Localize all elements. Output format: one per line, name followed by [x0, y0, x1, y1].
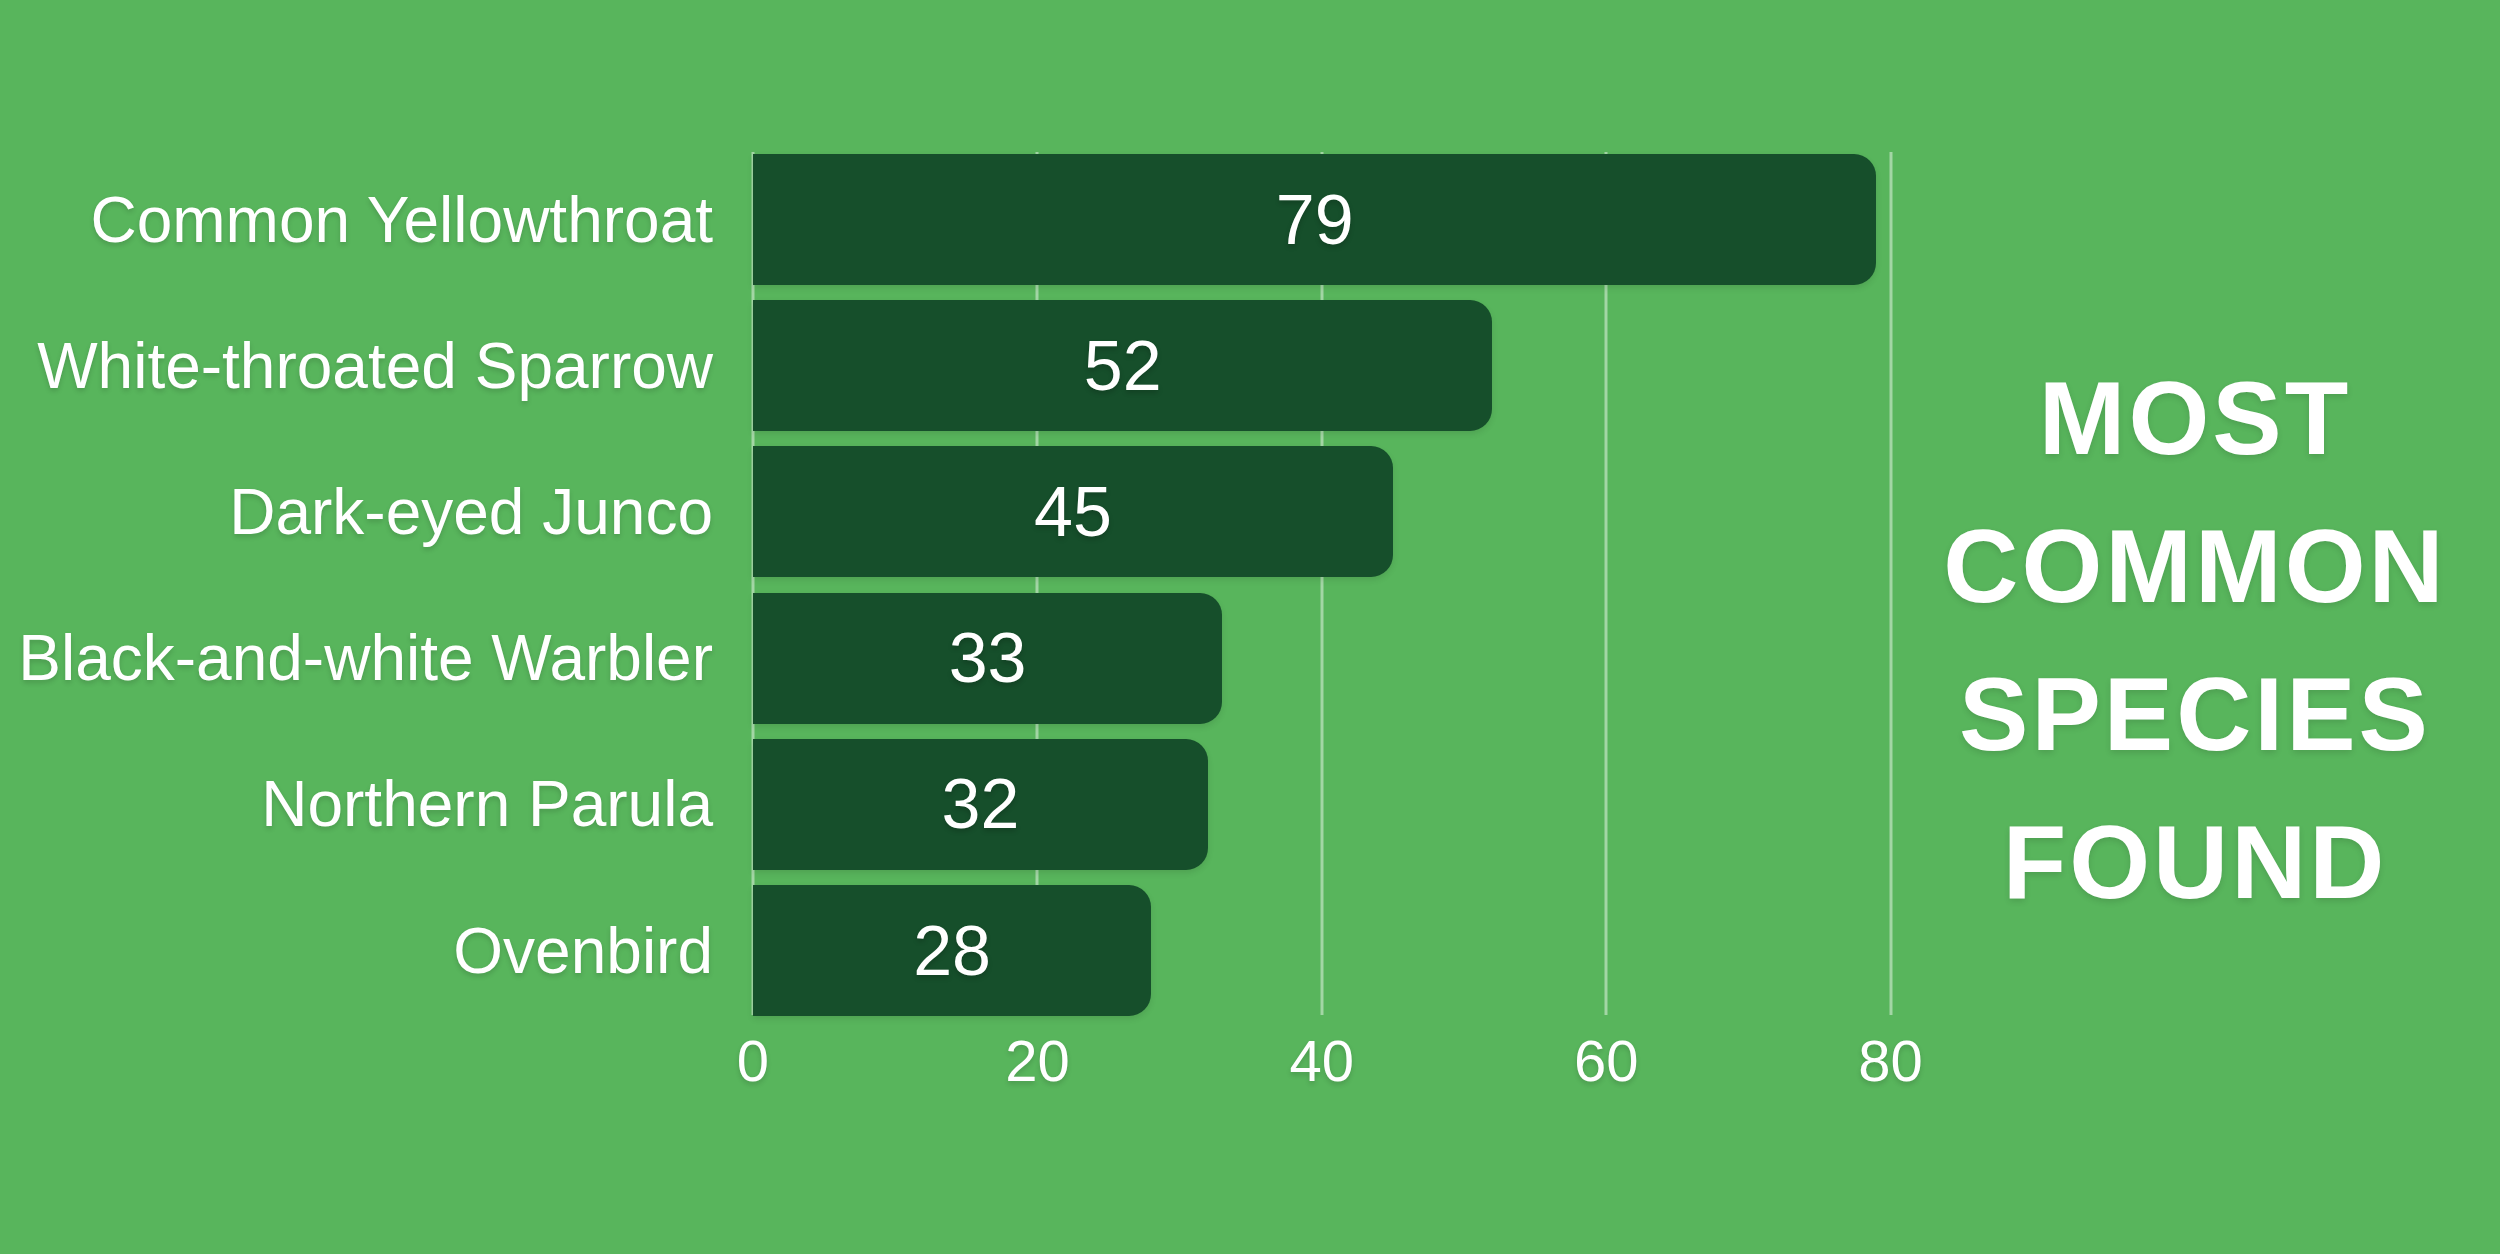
chart-title-line: COMMON — [1895, 492, 2495, 640]
bar-value-label: 32 — [942, 769, 1020, 839]
x-axis-tick-label: 20 — [1005, 1032, 1070, 1090]
bar: 33 — [753, 593, 1222, 724]
bar-row: Common Yellowthroat 79 — [0, 154, 2500, 285]
x-axis-tick-label: 40 — [1290, 1032, 1355, 1090]
bar: 28 — [753, 885, 1151, 1016]
category-label: Black-and-white Warbler — [0, 593, 713, 724]
chart-title: MOST COMMON SPECIES FOUND — [1895, 344, 2495, 936]
chart-title-line: SPECIES — [1895, 640, 2495, 788]
bar-value-label: 79 — [1276, 185, 1354, 255]
bar: 32 — [753, 739, 1208, 870]
category-label: Northern Parula — [0, 739, 713, 870]
x-axis-tick-label: 0 — [737, 1032, 769, 1090]
bar-value-label: 33 — [949, 623, 1027, 693]
category-label: Common Yellowthroat — [0, 154, 713, 285]
x-axis-tick-label: 60 — [1574, 1032, 1639, 1090]
category-label: Dark-eyed Junco — [0, 446, 713, 577]
bar-value-label: 28 — [913, 916, 991, 986]
chart-canvas: Common Yellowthroat 79 White-throated Sp… — [0, 0, 2500, 1254]
bar: 52 — [753, 300, 1492, 431]
bar: 79 — [753, 154, 1876, 285]
chart-title-line: FOUND — [1895, 788, 2495, 936]
x-axis-tick-label: 80 — [1858, 1032, 1923, 1090]
bar-value-label: 52 — [1084, 331, 1162, 401]
category-label: White-throated Sparrow — [0, 300, 713, 431]
chart-title-line: MOST — [1895, 344, 2495, 492]
bar-value-label: 45 — [1034, 477, 1112, 547]
category-label: Ovenbird — [0, 885, 713, 1016]
bar: 45 — [753, 446, 1393, 577]
